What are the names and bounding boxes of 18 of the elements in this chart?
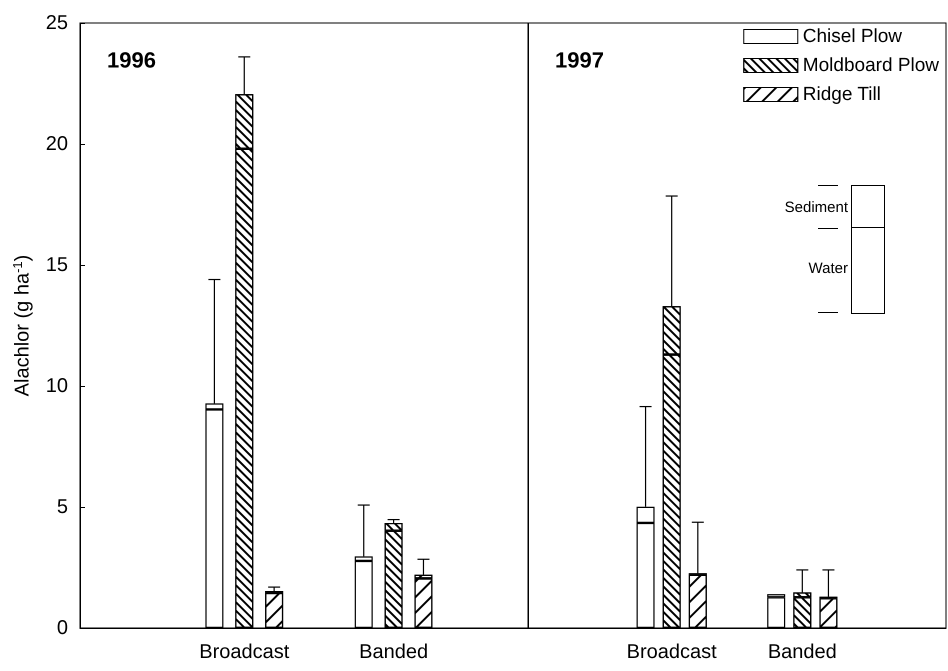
y-tick-label: 5 xyxy=(56,496,68,518)
text: 1996 xyxy=(107,48,156,72)
x-tick-label: Broadcast xyxy=(199,641,290,663)
annotation: Sediment xyxy=(784,199,848,216)
legend-label: Ridge Till xyxy=(802,84,881,105)
y-tick-label: 20 xyxy=(46,133,68,155)
x-tick-label: Broadcast xyxy=(626,641,718,663)
legend-label: Chisel Plow xyxy=(802,26,902,47)
y-tick-label: 15 xyxy=(46,254,68,276)
y-tick-label: 25 xyxy=(46,12,68,34)
legend-label: Moldboard Plow xyxy=(802,55,940,76)
y-tick-label: 0 xyxy=(56,617,68,639)
y-tick-label: 10 xyxy=(46,375,68,397)
annotation: Water xyxy=(808,260,848,277)
x-tick-label: Banded xyxy=(359,641,428,663)
y-axis-title: Alachlor (g ha-1) xyxy=(10,254,34,396)
text: 1997 xyxy=(555,48,604,72)
x-tick-label: Banded xyxy=(768,641,837,663)
